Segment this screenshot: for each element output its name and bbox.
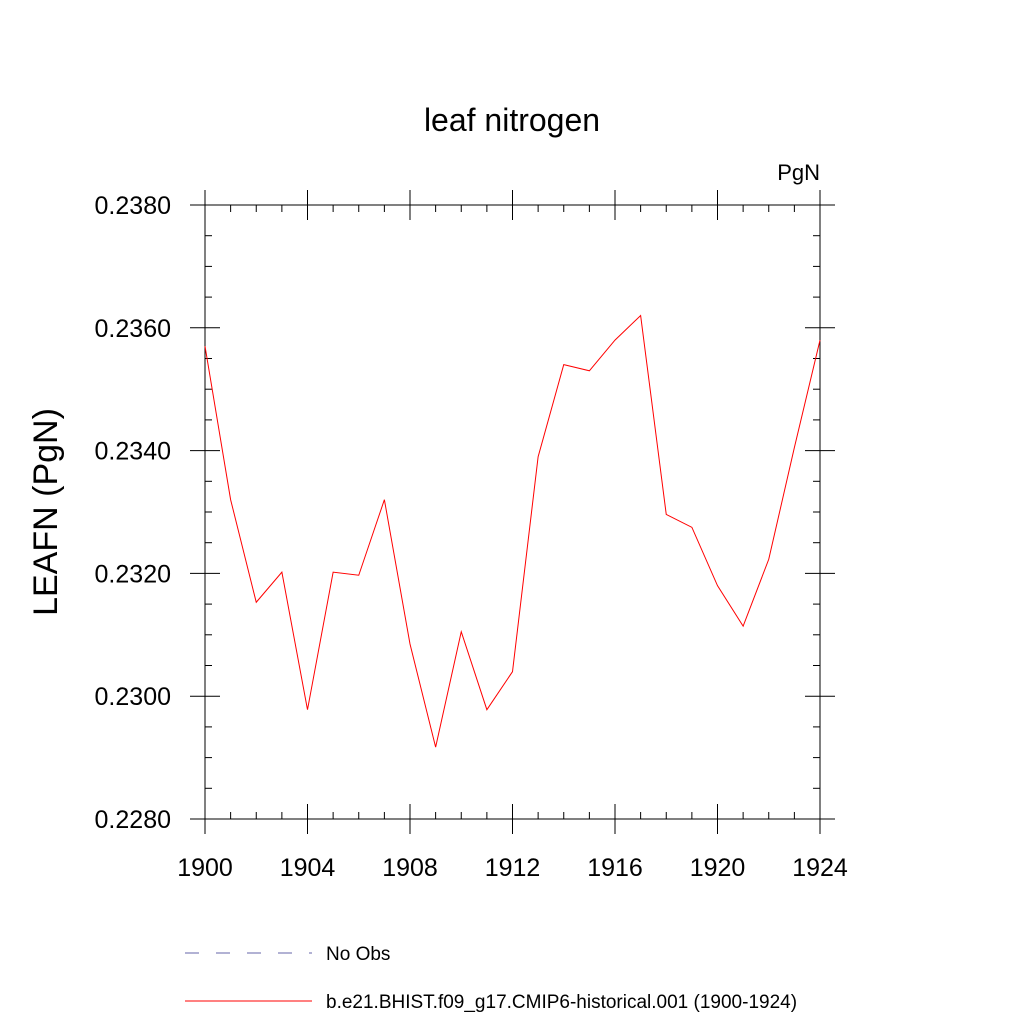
x-tick-label: 1912 (485, 854, 541, 882)
y-tick-label: 0.2340 (95, 438, 171, 466)
x-tick-label: 1916 (587, 854, 643, 882)
legend: No Obs b.e21.BHIST.f09_g17.CMIP6-histori… (185, 944, 797, 1013)
y-tick-label: 0.2320 (95, 560, 171, 588)
chart-title: leaf nitrogen (424, 102, 600, 138)
x-tick-label: 1924 (792, 854, 848, 882)
x-tick-label: 1904 (280, 854, 336, 882)
legend-label-historical: b.e21.BHIST.f09_g17.CMIP6-historical.001… (326, 992, 797, 1013)
series-line-historical (204, 314, 821, 748)
data-series (204, 314, 821, 748)
y-tick-label: 0.2280 (95, 806, 171, 834)
x-tick-label: 1908 (382, 854, 438, 882)
legend-label-no-obs: No Obs (326, 944, 390, 965)
y-axis-label: LEAFN (PgN) (27, 408, 65, 616)
axis-ticks (190, 190, 835, 834)
axis-tick-labels: 1900 1904 1908 1912 1916 1920 1924 0.2280 0.2300… (95, 192, 848, 882)
x-tick-label: 1900 (177, 854, 233, 882)
y-tick-label: 0.2300 (95, 683, 171, 711)
x-tick-label: 1920 (690, 854, 746, 882)
chart-units: PgN (777, 160, 820, 185)
y-tick-label: 0.2380 (95, 192, 171, 220)
y-tick-label: 0.2360 (95, 315, 171, 343)
plot-frame (204, 204, 821, 820)
